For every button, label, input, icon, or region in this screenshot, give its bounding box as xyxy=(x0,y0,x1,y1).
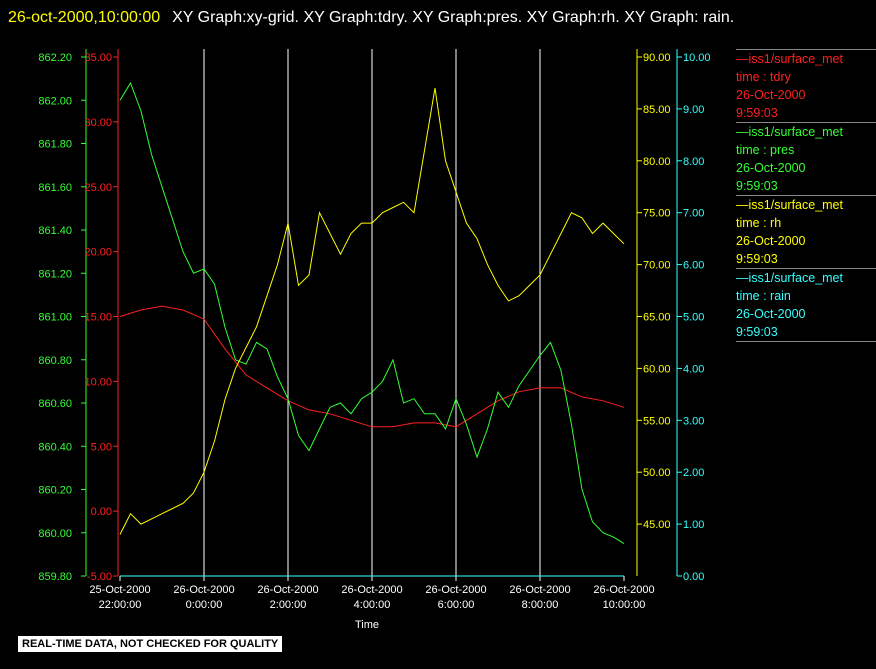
legend-field: time : pres xyxy=(736,143,795,157)
y-tick-label-rh: 80.00 xyxy=(643,156,671,168)
y-tick-label-pres: 861.60 xyxy=(38,182,72,194)
y-tick-label-rh: 45.00 xyxy=(643,519,671,531)
legend-date: 26-Oct-2000 xyxy=(736,161,806,175)
y-tick-label-pres: 861.40 xyxy=(38,225,72,237)
legend: —iss1/surface_met time : tdry 26-Oct-2000 9… xyxy=(736,49,876,342)
x-tick-label-time: 4:00:00 xyxy=(354,599,391,611)
header-titles: XY Graph:xy-grid. XY Graph:tdry. XY Grap… xyxy=(172,9,735,26)
y-tick-label-pres: 859.80 xyxy=(38,571,72,583)
y-tick-label-tdry: -5.00 xyxy=(87,571,112,583)
legend-name: —iss1/surface_met xyxy=(736,125,843,139)
legend-date: 26-Oct-2000 xyxy=(736,88,806,102)
y-tick-label-pres: 860.00 xyxy=(38,528,72,540)
quality-disclaimer: REAL-TIME DATA, NOT CHECKED FOR QUALITY xyxy=(18,636,283,652)
y-tick-label-rain: 8.00 xyxy=(683,156,704,168)
y-tick-label-rain: 2.00 xyxy=(683,467,704,479)
y-tick-label-pres: 862.00 xyxy=(38,95,72,107)
y-tick-label-rh: 55.00 xyxy=(643,415,671,427)
y-tick-label-rh: 50.00 xyxy=(643,467,671,479)
y-tick-label-tdry: 10.00 xyxy=(84,376,112,388)
y-tick-label-tdry: 15.00 xyxy=(84,312,112,324)
x-tick-label-date: 25-Oct-2000 xyxy=(89,584,150,596)
y-tick-label-rh: 85.00 xyxy=(643,104,671,116)
y-tick-label-rh: 60.00 xyxy=(643,363,671,375)
x-tick-label-time: 2:00:00 xyxy=(270,599,307,611)
x-tick-label-date: 26-Oct-2000 xyxy=(257,584,318,596)
y-tick-label-pres: 860.20 xyxy=(38,485,72,497)
x-tick-label-time: 8:00:00 xyxy=(522,599,559,611)
y-tick-label-tdry: 5.00 xyxy=(91,441,112,453)
y-tick-label-rain: 0.00 xyxy=(683,571,704,583)
y-tick-label-pres: 860.60 xyxy=(38,398,72,410)
series-line-rh xyxy=(119,88,625,535)
y-tick-label-rain: 6.00 xyxy=(683,260,704,272)
legend-field: time : tdry xyxy=(736,70,791,84)
legend-time: 9:59:03 xyxy=(736,325,778,339)
legend-divider xyxy=(736,341,876,342)
x-tick-label-date: 26-Oct-2000 xyxy=(593,584,654,596)
y-tick-label-pres: 860.80 xyxy=(38,355,72,367)
y-tick-label-tdry: 30.00 xyxy=(84,117,112,129)
y-tick-label-rain: 7.00 xyxy=(683,208,704,220)
x-axis-label: Time xyxy=(355,619,379,631)
y-tick-label-tdry: 0.00 xyxy=(91,506,112,518)
series-line-tdry xyxy=(119,305,625,428)
x-tick-label-time: 6:00:00 xyxy=(438,599,475,611)
legend-name: —iss1/surface_met xyxy=(736,271,843,285)
legend-name: —iss1/surface_met xyxy=(736,52,843,66)
y-tick-label-pres: 861.00 xyxy=(38,312,72,324)
y-tick-label-pres: 861.20 xyxy=(38,268,72,280)
y-tick-label-pres: 860.40 xyxy=(38,441,72,453)
legend-field: time : rain xyxy=(736,289,791,303)
legend-date: 26-Oct-2000 xyxy=(736,234,806,248)
x-tick-label-date: 26-Oct-2000 xyxy=(425,584,486,596)
y-tick-label-rh: 70.00 xyxy=(643,260,671,272)
x-tick-label-date: 26-Oct-2000 xyxy=(509,584,570,596)
chart-header: 26-oct-2000,10:00:00 XY Graph:xy-grid. XY… xyxy=(8,3,868,32)
legend-time: 9:59:03 xyxy=(736,252,778,266)
legend-date: 26-Oct-2000 xyxy=(736,307,806,321)
y-tick-label-pres: 861.80 xyxy=(38,139,72,151)
y-tick-label-rh: 90.00 xyxy=(643,52,671,64)
header-timestamp: 26-oct-2000,10:00:00 xyxy=(8,9,161,26)
y-tick-label-pres: 862.20 xyxy=(38,52,72,64)
y-tick-label-tdry: 20.00 xyxy=(84,247,112,259)
legend-field: time : rh xyxy=(736,216,782,230)
y-tick-label-tdry: 25.00 xyxy=(84,182,112,194)
legend-name: —iss1/surface_met xyxy=(736,198,843,212)
x-tick-label-date: 26-Oct-2000 xyxy=(173,584,234,596)
y-tick-label-rain: 1.00 xyxy=(683,519,704,531)
y-tick-label-tdry: 35.00 xyxy=(84,52,112,64)
y-tick-label-rain: 10.00 xyxy=(683,52,711,64)
y-tick-label-rh: 75.00 xyxy=(643,208,671,220)
x-tick-label-time: 10:00:00 xyxy=(603,599,646,611)
y-tick-label-rain: 9.00 xyxy=(683,104,704,116)
series-line-pres xyxy=(119,81,625,545)
y-tick-label-rain: 4.00 xyxy=(683,363,704,375)
y-tick-label-rain: 5.00 xyxy=(683,312,704,324)
x-tick-label-time: 22:00:00 xyxy=(99,599,142,611)
y-tick-label-rain: 3.00 xyxy=(683,415,704,427)
legend-time: 9:59:03 xyxy=(736,106,778,120)
y-tick-label-rh: 65.00 xyxy=(643,312,671,324)
x-tick-label-date: 26-Oct-2000 xyxy=(341,584,402,596)
x-tick-label-time: 0:00:00 xyxy=(186,599,223,611)
legend-time: 9:59:03 xyxy=(736,179,778,193)
